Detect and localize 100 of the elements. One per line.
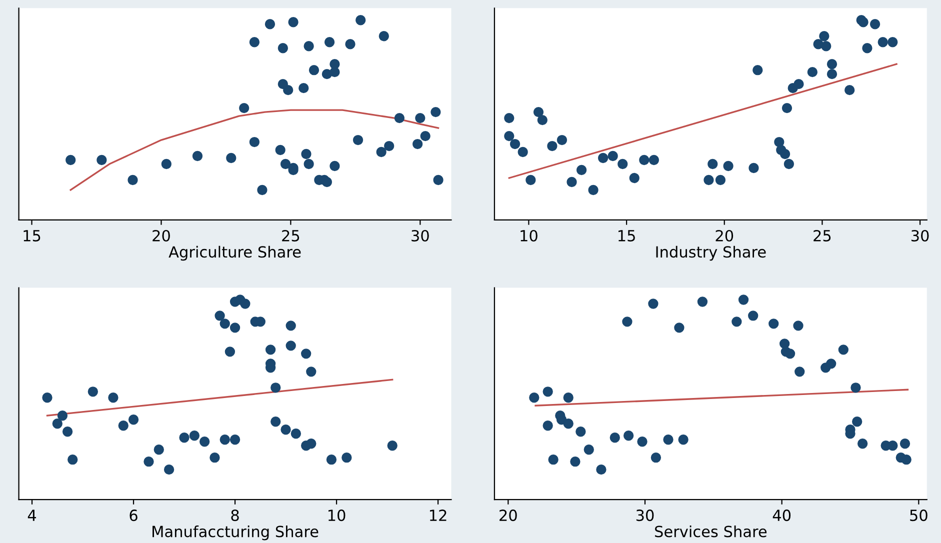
point [537, 114, 548, 126]
x-tick-label: 30 [911, 230, 929, 242]
point [164, 464, 174, 475]
point [794, 366, 805, 377]
point [378, 31, 389, 42]
point [504, 130, 514, 142]
point [748, 310, 758, 321]
point [265, 344, 276, 355]
point [819, 31, 830, 42]
point [144, 456, 154, 467]
point [857, 438, 868, 449]
point [850, 382, 861, 393]
point [584, 444, 594, 455]
point [356, 15, 366, 26]
point [674, 322, 684, 333]
point [230, 434, 240, 445]
point [888, 37, 898, 48]
point [345, 39, 356, 50]
x-axis-title: Industry Share [656, 246, 766, 261]
point [300, 348, 312, 359]
point [622, 316, 632, 327]
point [226, 152, 236, 164]
point [510, 138, 520, 150]
x-tick-label: 10 [520, 230, 538, 242]
point [306, 366, 316, 377]
point [629, 172, 640, 184]
point [782, 102, 792, 114]
x-tick-label: 10 [328, 510, 346, 522]
point [415, 112, 426, 124]
point [384, 140, 394, 152]
point [826, 59, 838, 70]
x-tick-label: 30 [636, 510, 654, 522]
point [161, 158, 172, 170]
point [270, 416, 281, 427]
point [852, 416, 862, 427]
point [57, 410, 68, 421]
point [870, 19, 880, 30]
point [280, 424, 291, 435]
point [301, 148, 312, 160]
point [240, 298, 250, 309]
point [230, 322, 240, 333]
point [576, 164, 587, 176]
point [376, 146, 386, 158]
point [576, 426, 586, 437]
point [648, 154, 660, 166]
point [663, 434, 674, 445]
point [821, 41, 832, 52]
point [220, 318, 230, 329]
point [52, 418, 62, 429]
point [570, 456, 580, 467]
point [748, 162, 759, 174]
point [768, 318, 779, 329]
x-tick-label: 15 [24, 230, 40, 242]
point [304, 41, 314, 52]
point [330, 59, 340, 70]
point [596, 464, 606, 475]
point [290, 428, 302, 439]
point [286, 320, 296, 331]
x-tick-label: 8 [231, 510, 239, 522]
point [412, 138, 423, 150]
point [270, 382, 281, 393]
x-axis-title: Agriculture Share [168, 246, 301, 261]
point [715, 174, 726, 186]
point [518, 146, 528, 158]
x-tick-label: 20 [152, 230, 170, 242]
point [650, 452, 662, 463]
point [566, 176, 577, 188]
point [306, 438, 316, 449]
x-tick-label: 40 [772, 510, 791, 522]
x-tick-label: 20 [500, 510, 517, 522]
point [563, 418, 574, 429]
point [283, 84, 294, 96]
point [128, 174, 138, 186]
point [322, 69, 332, 80]
point [68, 454, 78, 465]
point [708, 158, 718, 170]
point [108, 392, 118, 403]
point [529, 392, 540, 403]
point [326, 454, 337, 465]
point [257, 184, 268, 196]
point [610, 432, 620, 443]
point [249, 37, 260, 48]
point [298, 82, 309, 94]
x-axis-title: Services Share [655, 525, 767, 538]
point [732, 316, 742, 327]
point [288, 17, 298, 28]
point [88, 386, 98, 397]
point [738, 294, 749, 305]
point [588, 184, 598, 196]
point [189, 430, 200, 441]
point [280, 158, 291, 170]
point [118, 420, 128, 431]
point [542, 386, 553, 397]
point [533, 106, 544, 118]
point [96, 154, 107, 166]
point [752, 65, 763, 76]
point [220, 434, 230, 445]
point [42, 392, 52, 403]
point [678, 434, 688, 445]
x-tick-label: 25 [282, 230, 300, 242]
